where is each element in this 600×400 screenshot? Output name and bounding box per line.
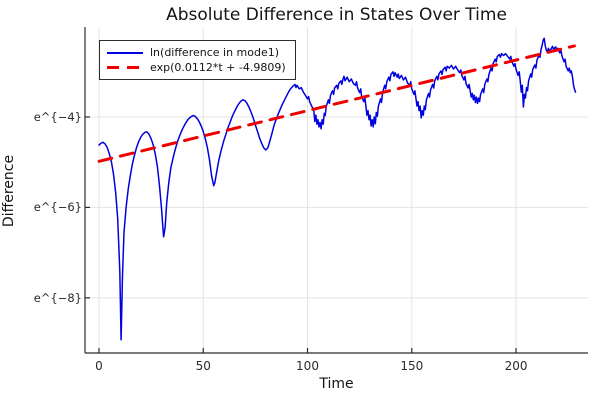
x-tick-label: 0: [95, 359, 103, 373]
legend-label: exp(0.0112*t + -4.9809): [150, 61, 286, 74]
legend-entry-red-dashed-line: exp(0.0112*t + -4.9809): [107, 60, 286, 75]
y-tick-label: e^{−4}: [33, 109, 82, 124]
y-tick-label: e^{−8}: [33, 290, 82, 305]
legend: ln(difference in mode1) exp(0.0112*t + -…: [99, 40, 296, 80]
series-line-0: [98, 37, 577, 341]
blue-solid-line-sample: [107, 51, 143, 54]
x-axis-label: Time: [319, 376, 354, 392]
chart-title: Absolute Difference in States Over Time: [166, 5, 507, 25]
series-line-1: [97, 44, 576, 163]
legend-label: ln(difference in mode1): [150, 46, 280, 59]
x-tick-label: 50: [195, 359, 211, 373]
x-tick-label: 100: [296, 359, 319, 373]
legend-entry-blue-line: ln(difference in mode1): [107, 45, 286, 60]
x-tick-label: 200: [504, 359, 528, 373]
x-tick-label: 150: [400, 359, 424, 373]
y-tick-label: e^{−6}: [33, 200, 82, 215]
red-dashed-line-sample: [107, 66, 143, 69]
y-axis-label: Difference: [1, 154, 17, 228]
